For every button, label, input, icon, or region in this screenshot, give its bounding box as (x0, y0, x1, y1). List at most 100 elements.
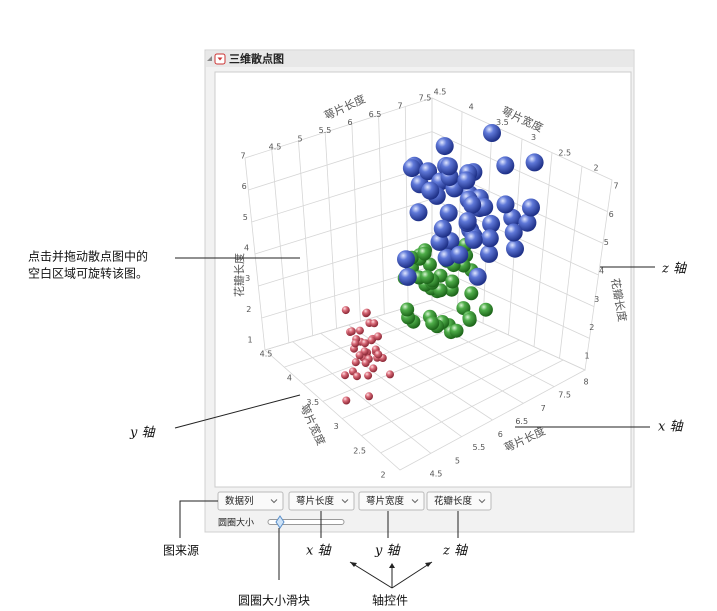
tick-label: 6.5 (515, 417, 528, 426)
slider-label: 圆圈大小 (218, 517, 254, 529)
panel-header (206, 51, 633, 67)
tick-label: 4 (244, 244, 249, 253)
grid-line (361, 349, 542, 437)
tick-label: 2 (589, 323, 594, 332)
x-control-callout: x 轴 (306, 544, 332, 559)
sphere-blue (398, 267, 417, 286)
sphere-blue (483, 124, 501, 142)
sphere-red (367, 336, 376, 345)
sphere-blue (458, 212, 477, 231)
axis-title: 花瓣长度 (232, 253, 246, 297)
tick-label: 5 (455, 456, 460, 465)
tick-label: 3 (334, 422, 339, 431)
sphere-blue (518, 213, 537, 232)
tick-label: 2 (380, 471, 385, 480)
sphere-red (341, 371, 349, 380)
sphere-blue (480, 244, 498, 263)
tick-label: 4 (469, 103, 474, 112)
slider-track[interactable] (267, 519, 345, 525)
disclosure[interactable] (207, 56, 212, 61)
leader (174, 394, 301, 429)
sphere-red (370, 319, 379, 328)
tick-label: 5.5 (319, 126, 332, 135)
sphere-green (462, 312, 477, 327)
sphere-red (351, 339, 360, 348)
tick-label: 8 (583, 378, 588, 387)
tick-label: 4.5 (434, 88, 447, 97)
sphere-blue (503, 208, 522, 227)
tick-label: 7 (240, 152, 245, 161)
rotate-note: 空白区域可旋转该图。 (28, 266, 148, 281)
sphere-red (342, 396, 351, 405)
tick-label: 7.5 (419, 94, 432, 103)
column-button-label: 萼片长度 (296, 495, 335, 507)
grid-line (258, 232, 433, 287)
dropdown-arrow (341, 499, 349, 504)
sphere-green (422, 257, 437, 272)
column-button[interactable] (288, 491, 355, 511)
sphere-blue (504, 223, 523, 242)
sphere-blue (482, 214, 501, 233)
tick-label: 3 (594, 295, 599, 304)
tick-label: 2.5 (558, 148, 571, 157)
sphere-red (347, 327, 356, 336)
tick-label: 6 (609, 210, 614, 219)
sphere-blue (402, 159, 421, 178)
tick-label: 2.5 (353, 446, 366, 455)
sphere-red (369, 364, 378, 373)
grid-line (322, 329, 498, 402)
y-control-callout: y 轴 (374, 544, 401, 559)
tick-label: 5 (297, 134, 302, 143)
sphere-green (417, 246, 432, 261)
sphere-green (425, 316, 440, 331)
column-button[interactable] (358, 491, 425, 511)
tick-label: 4 (287, 374, 292, 383)
leader (349, 561, 433, 589)
tick-label: 4.5 (430, 470, 443, 479)
slider-thumb[interactable] (275, 515, 285, 529)
slider-callout: 圆圈大小滑块 (238, 594, 310, 608)
sphere-blue (450, 245, 469, 264)
sphere-green (420, 270, 435, 285)
leader (179, 500, 218, 538)
tick-label: 5.5 (472, 443, 485, 452)
sphere-blue (480, 229, 499, 248)
sphere-blue (506, 239, 524, 258)
sphere-green (464, 286, 479, 301)
sphere-red (341, 306, 350, 315)
tick-label: 3.5 (496, 118, 509, 127)
tick-label: 6 (498, 430, 503, 439)
tick-label: 1 (247, 336, 252, 345)
tick-label: 3.5 (306, 398, 319, 407)
tick-label: 3 (531, 133, 536, 142)
dropdown-arrow (478, 499, 486, 504)
sphere-blue (525, 153, 544, 172)
sphere-red (362, 308, 371, 317)
sphere-red (365, 392, 373, 401)
sphere-green (478, 302, 493, 317)
sphere-blue (496, 195, 515, 214)
sphere-red (361, 359, 370, 367)
rotate-note: 点击并拖动散点图中的 (28, 249, 148, 264)
column-button-label: 萼片宽度 (366, 495, 405, 507)
x-axis-callout: x 轴 (658, 420, 684, 435)
sphere-blue (421, 181, 440, 200)
tick-label: 1 (584, 352, 589, 361)
tick-label: 2 (246, 305, 251, 314)
axis-controls-callout: 轴控件 (372, 593, 408, 608)
source-callout: 图来源 (163, 544, 199, 558)
tick-label: 4.5 (269, 143, 282, 152)
tick-label: 4 (599, 267, 604, 276)
sphere-blue (409, 203, 428, 222)
dropdown-arrow (411, 499, 419, 504)
grid-line (248, 131, 433, 191)
column-button-label: 数据列 (225, 495, 254, 507)
dropdown-arrow (270, 499, 278, 504)
tick-label: 7 (397, 102, 402, 111)
sphere-red (355, 326, 364, 335)
column-button-label: 花瓣长度 (434, 495, 473, 507)
sphere-green (400, 302, 415, 317)
column-button[interactable] (426, 491, 492, 511)
grid-line (380, 359, 564, 454)
grid-line (292, 341, 432, 454)
